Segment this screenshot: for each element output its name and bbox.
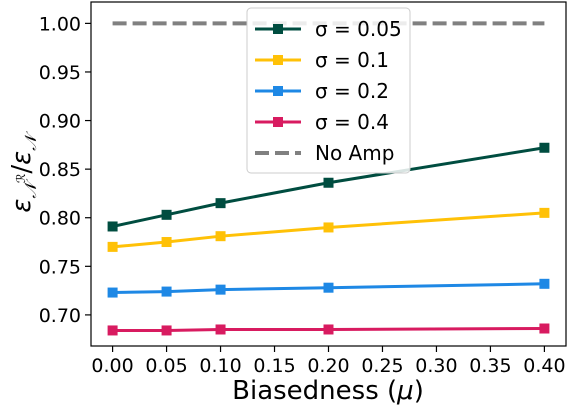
x-tick-label: 0.40 [523, 355, 565, 377]
data-point-sigma-0-4 [323, 324, 334, 335]
x-tick-label: 0.00 [91, 355, 133, 377]
legend-label-sigma-0-05: σ = 0.05 [315, 17, 402, 41]
legend-marker-sigma-0-1 [273, 55, 283, 65]
data-point-sigma-0-4 [107, 325, 118, 336]
data-point-sigma-0-05 [161, 209, 172, 220]
data-point-sigma-0-05 [107, 221, 118, 232]
data-point-sigma-0-2 [323, 282, 334, 293]
x-tick-label: 0.30 [415, 355, 457, 377]
legend-label-sigma-0-1: σ = 0.1 [315, 48, 389, 72]
y-tick-label: 0.95 [39, 62, 81, 84]
data-point-sigma-0-05 [539, 142, 550, 153]
y-axis-label: ε𝒩ℛ/ε𝒩 [7, 131, 40, 213]
legend-box [246, 7, 411, 174]
data-point-sigma-0-2 [215, 284, 226, 295]
y-tick-label: 0.90 [39, 111, 81, 133]
data-point-sigma-0-1 [161, 237, 172, 248]
svg-text:ε𝒩ℛ/ε𝒩: ε𝒩ℛ/ε𝒩 [7, 131, 40, 213]
data-point-sigma-0-2 [539, 278, 550, 289]
x-tick-label: 0.15 [253, 355, 295, 377]
data-point-sigma-0-4 [539, 323, 550, 334]
x-tick-label: 0.05 [145, 355, 187, 377]
x-tick-label: 0.35 [469, 355, 511, 377]
x-tick-label: 0.25 [361, 355, 403, 377]
data-point-sigma-0-1 [323, 222, 334, 233]
legend-marker-sigma-0-2 [273, 86, 283, 96]
y-tick-label: 0.75 [39, 256, 81, 278]
legend-marker-sigma-0-4 [273, 117, 283, 127]
legend-marker-sigma-0-05 [273, 24, 283, 34]
data-point-sigma-0-1 [539, 207, 550, 218]
data-point-sigma-0-05 [215, 198, 226, 209]
legend-label-sigma-0-2: σ = 0.2 [315, 79, 389, 103]
legend-label-no-amp: No Amp [315, 141, 394, 165]
data-point-sigma-0-05 [323, 177, 334, 188]
y-tick-label: 0.70 [39, 305, 81, 327]
y-tick-label: 1.00 [39, 13, 81, 35]
data-point-sigma-0-1 [107, 241, 118, 252]
data-point-sigma-0-4 [161, 325, 172, 336]
data-point-sigma-0-1 [215, 231, 226, 242]
legend: σ = 0.05 σ = 0.1 σ = 0.2 σ = 0.4 No Amp [246, 7, 411, 174]
x-tick-label: 0.20 [307, 355, 349, 377]
legend-label-sigma-0-4: σ = 0.4 [315, 110, 389, 134]
y-tick-label: 0.80 [39, 208, 81, 230]
x-axis-label: Biasedness (μ) [232, 376, 424, 406]
data-point-sigma-0-2 [161, 286, 172, 297]
data-point-sigma-0-4 [215, 324, 226, 335]
y-tick-label: 0.85 [39, 159, 81, 181]
data-point-sigma-0-2 [107, 287, 118, 298]
x-tick-label: 0.10 [199, 355, 241, 377]
